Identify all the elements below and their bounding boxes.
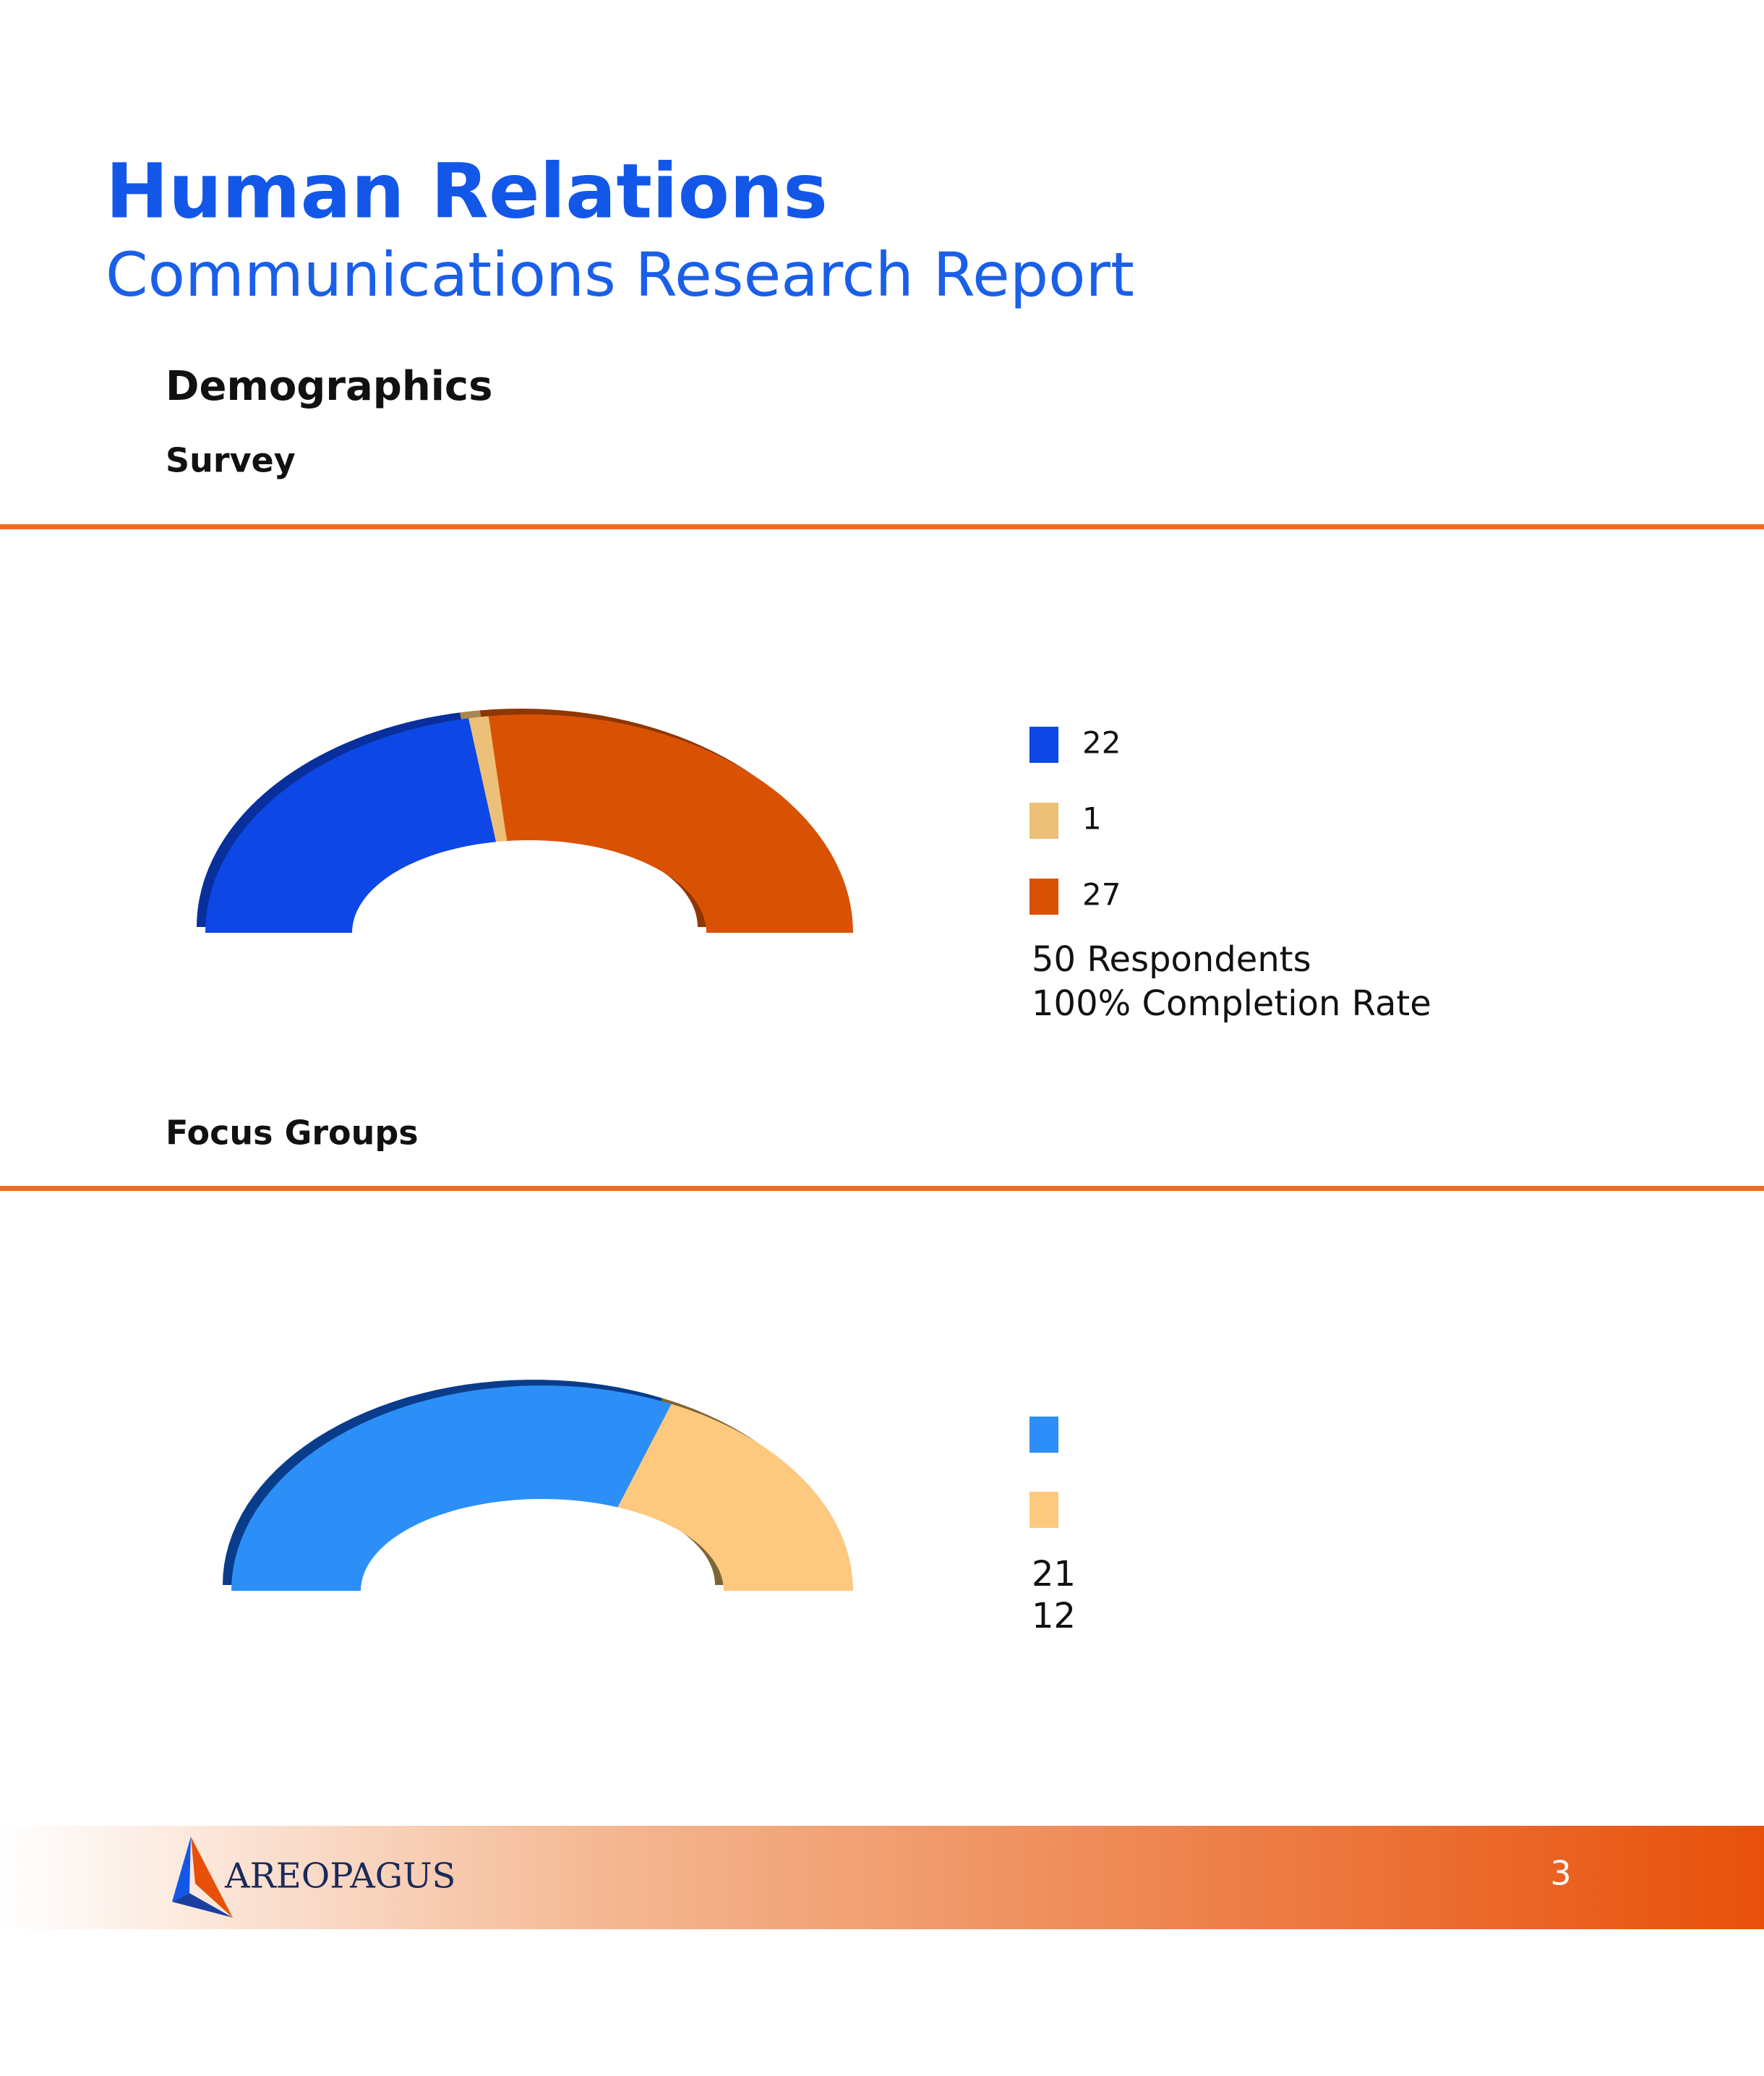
section-rule (0, 524, 1764, 529)
title: Human Relations (106, 147, 828, 235)
logo-text: AREOPAGUS (224, 1856, 455, 1897)
value-label: 12 (1032, 1596, 1076, 1636)
value-label: 21 (1032, 1554, 1076, 1594)
segment (617, 1404, 853, 1591)
section-title: Demographics (166, 363, 492, 410)
chart-heading: Focus Groups (166, 1114, 419, 1153)
legend-label: 27 (1082, 877, 1121, 913)
segment (468, 716, 508, 842)
segment (205, 718, 497, 933)
legend-swatch (1029, 1492, 1058, 1528)
page-number: 3 (1550, 1854, 1571, 1893)
chart-note: 100% Completion Rate (1032, 983, 1431, 1024)
footer-band (0, 1826, 1764, 1929)
segment (231, 1385, 672, 1591)
legend-swatch (1029, 727, 1058, 763)
chart-heading: Survey (166, 441, 296, 480)
legend-label: 1 (1082, 801, 1102, 837)
legend-swatch (1029, 879, 1058, 915)
legend-swatch (1029, 803, 1058, 839)
logo-mark (172, 1837, 233, 1918)
legend-label: 22 (1082, 725, 1121, 761)
subtitle: Communications Research Report (106, 239, 1134, 310)
segment (488, 714, 853, 933)
chart-note: 50 Respondents (1032, 939, 1311, 980)
section-rule (0, 1186, 1764, 1191)
legend-swatch (1029, 1417, 1058, 1453)
